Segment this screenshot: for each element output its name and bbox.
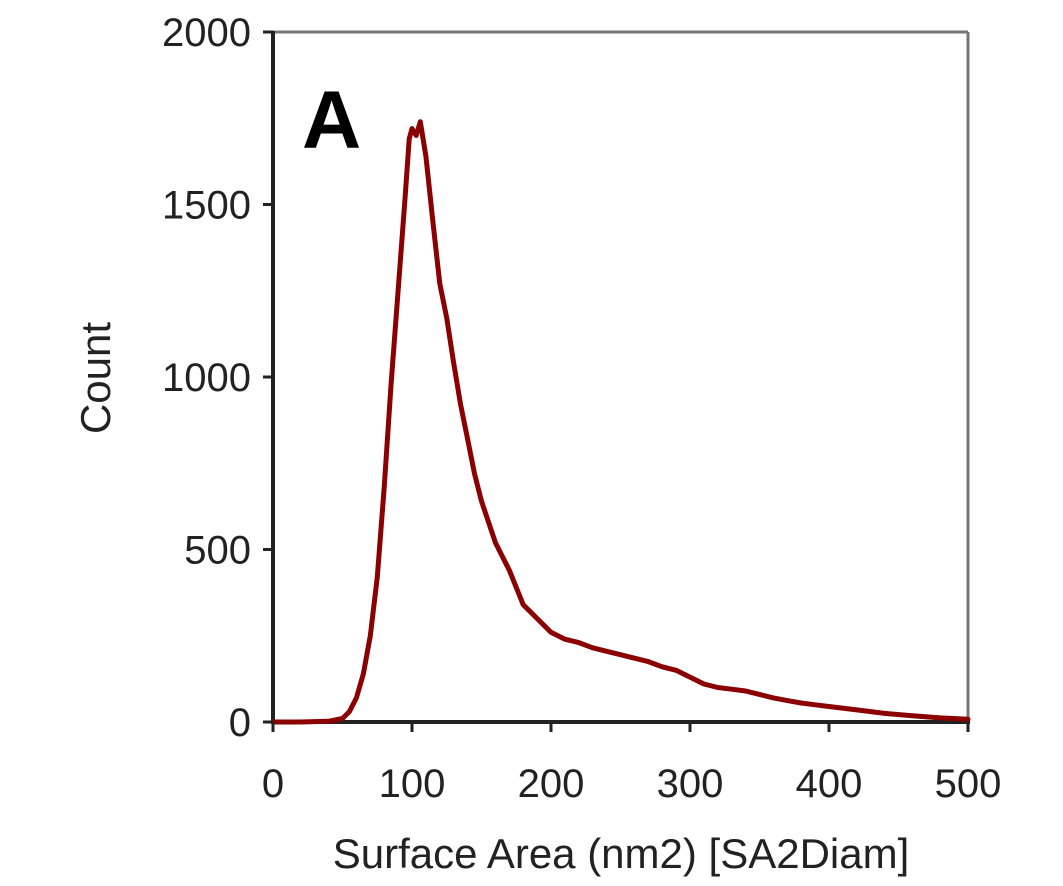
y-axis-title: Count (72, 322, 119, 434)
x-tick-label: 200 (518, 762, 585, 806)
y-tick-label: 500 (184, 529, 251, 573)
y-tick-label: 1000 (162, 356, 251, 400)
x-tick-label: 0 (262, 762, 284, 806)
y-tick-label: 2000 (162, 11, 251, 55)
series-line-0 (270, 119, 971, 725)
x-tick-label: 100 (379, 762, 446, 806)
x-tick-label: 300 (657, 762, 724, 806)
y-tick-label: 1500 (162, 184, 251, 228)
panel-label: A (302, 75, 361, 166)
x-axis-title: Surface Area (nm2) [SA2Diam] (333, 830, 910, 877)
x-tick-label: 500 (935, 762, 1002, 806)
y-tick-label: 0 (229, 701, 251, 745)
x-tick-label: 400 (796, 762, 863, 806)
